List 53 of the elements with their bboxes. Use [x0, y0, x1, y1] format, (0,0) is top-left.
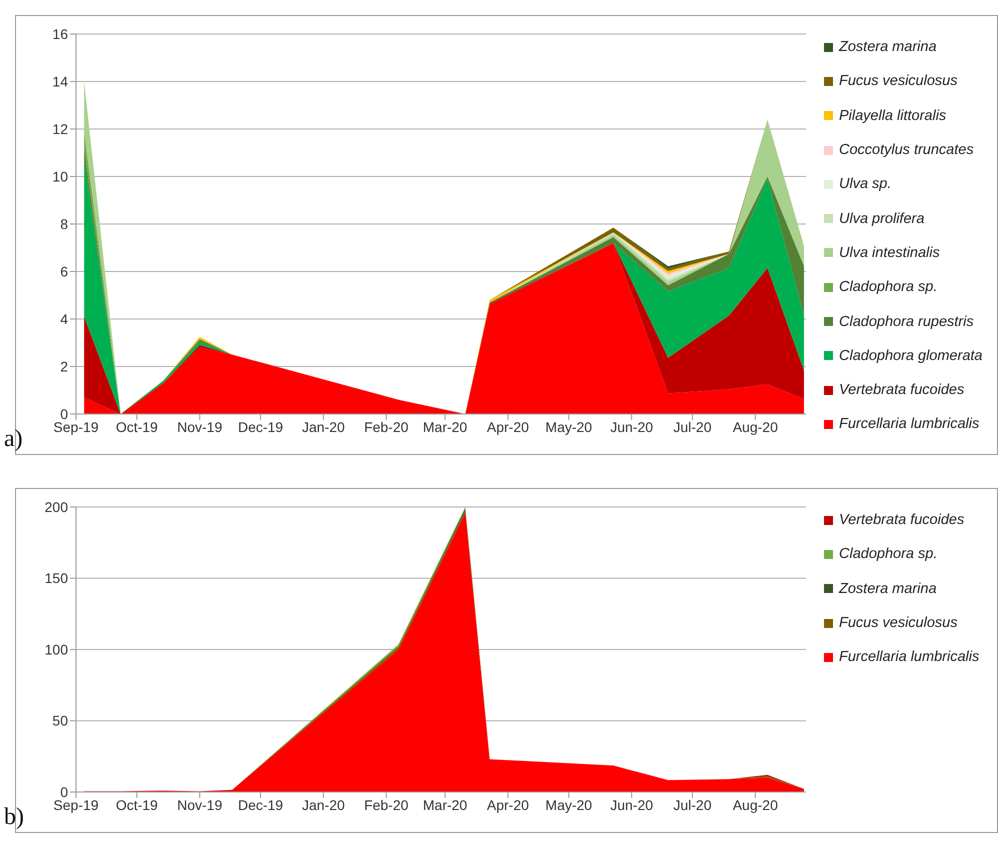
y-tick-label: 2: [60, 358, 68, 374]
x-tick-label: Apr-20: [486, 418, 530, 435]
x-tick-label: Jun-20: [610, 418, 654, 435]
x-tick-label: Jan-20: [302, 796, 346, 813]
y-tick-label: 50: [52, 712, 68, 729]
x-tick-label: Dec-19: [238, 796, 284, 813]
legend-label: Zostera marina: [839, 39, 937, 56]
y-tick-label: 14: [52, 73, 68, 90]
y-tick-label: 16: [52, 26, 68, 42]
legend-label: Pilayella littoralis: [839, 108, 946, 124]
x-tick-label: Jun-20: [610, 796, 654, 813]
y-tick-label: 4: [60, 310, 68, 327]
x-tick-label: Oct-19: [116, 796, 158, 813]
legend-label: Fucus vesiculosus: [839, 73, 958, 90]
x-tick-label: Mar-20: [422, 418, 468, 435]
x-tick-label: Apr-20: [486, 796, 530, 813]
x-tick-label: Feb-20: [364, 796, 409, 813]
y-tick-label: 8: [60, 216, 68, 232]
legend-label: Ulva prolifera: [839, 210, 924, 227]
y-tick-label: 12: [52, 120, 68, 137]
x-tick-label: Jan-20: [302, 418, 346, 435]
text: b): [4, 804, 24, 831]
legend-label: Zostera marina: [839, 580, 937, 597]
legend-label: Ulva intestinalis: [839, 244, 940, 261]
y-tick-label: 200: [44, 498, 68, 515]
legend-label: Cladophora sp.: [839, 279, 938, 296]
legend-label: Cladophora sp.: [839, 546, 938, 562]
text: a): [4, 426, 23, 453]
x-tick-label: Jul-20: [673, 418, 712, 435]
legend-label: Ulva sp.: [839, 176, 892, 192]
legend-label: Furcellaria lumbricalis: [839, 416, 980, 432]
x-tick-label: Dec-19: [238, 418, 284, 435]
legend-label: Vertebrata fucoides: [839, 512, 964, 528]
x-tick-label: May-20: [545, 796, 592, 813]
x-tick-label: Mar-20: [422, 796, 468, 813]
y-tick-label: 150: [44, 570, 68, 586]
x-tick-label: May-20: [545, 418, 592, 435]
x-tick-label: Aug-20: [732, 796, 778, 813]
y-tick-label: 6: [60, 263, 68, 280]
legend-label: Furcellaria lumbricalis: [839, 649, 980, 666]
legend-label: Cladophora glomerata: [839, 348, 982, 364]
legend-label: Vertebrata fucoides: [839, 382, 964, 398]
legend-label: Cladophora rupestris: [839, 314, 974, 330]
x-tick-label: Oct-19: [116, 418, 158, 435]
x-tick-label: Aug-20: [732, 418, 778, 435]
y-tick-label: 10: [52, 168, 68, 184]
x-tick-label: Nov-19: [177, 796, 222, 813]
legend-label: Fucus vesiculosus: [839, 615, 958, 632]
y-tick-label: 100: [44, 641, 68, 658]
x-tick-label: Jul-20: [673, 796, 712, 813]
x-tick-label: Feb-20: [364, 418, 409, 435]
legend-label: Coccotylus truncates: [839, 142, 974, 158]
x-tick-label: Nov-19: [177, 418, 222, 435]
